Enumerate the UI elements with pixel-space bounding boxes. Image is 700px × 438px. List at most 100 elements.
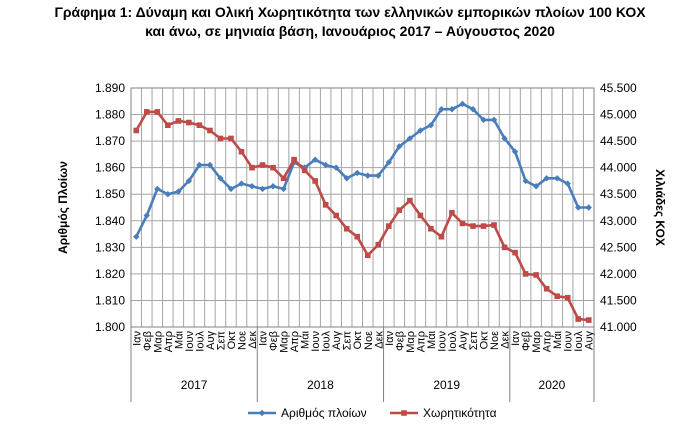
data-point-marker [511,148,519,155]
x-tick-label-month: Νοε [363,331,375,350]
data-point-marker [196,161,203,169]
data-point-marker [280,175,287,182]
data-point-marker [553,175,561,182]
data-point-marker [322,202,329,208]
x-tick-label-month: Νοε [489,331,501,350]
x-tick-label-month: Αυγ [584,331,596,350]
data-point-marker [269,183,277,190]
x-tick-label-month: Μαρ [531,331,543,353]
y2-tick-label: 43.000 [600,214,637,228]
x-tick-label-month: Αυγ [205,331,217,350]
data-point-marker [522,271,529,277]
data-point-marker [585,204,592,211]
x-tick-label-month: Μάι [552,330,564,349]
data-point-marker [301,167,308,174]
y2-tick-label: 44.000 [600,161,637,175]
x-tick-label-month: Σεπ [468,331,480,351]
chart-title-line-1: Γράφημα 1: Δύναμη και Ολική Χωρητικότητα… [54,4,646,20]
x-tick-label-year: 2017 [181,378,208,392]
data-point-marker [364,252,371,259]
data-point-marker [385,159,393,166]
data-point-marker [354,169,361,177]
x-tick-label-month: Μάι [173,330,185,349]
y-tick-label: 1.830 [95,240,125,254]
data-point-marker [238,148,245,155]
data-point-marker [417,127,424,134]
data-point-marker [228,135,234,142]
data-point-marker [554,293,560,299]
data-point-marker [291,156,297,163]
x-tick-label-year: 2020 [539,378,566,392]
x-tick-label-month: Απρ [289,331,301,352]
x-tick-label-month: Ιουν [436,331,448,352]
data-point-marker [238,180,245,187]
x-tick-label-month: Ιαν [131,331,143,346]
data-point-marker [449,210,455,216]
y-tick-label: 1.800 [95,320,125,334]
data-point-marker [322,161,329,169]
x-tick-label-month: Αυγ [331,331,343,350]
data-point-marker [332,164,340,171]
data-point-marker [491,222,497,228]
y-tick-label: 1.810 [95,293,125,307]
data-point-marker [543,285,550,292]
y2-axis-title: Χιλιάδες ΚΟΧ [653,169,667,246]
x-tick-label-month: Σεπ [215,331,227,351]
data-point-marker [375,241,382,248]
x-tick-label-month: Δεκ [247,331,259,349]
data-point-marker [333,212,339,219]
data-point-marker [165,122,171,128]
x-tick-label-year: 2018 [307,378,334,392]
x-tick-label-month: Δεκ [373,331,385,349]
data-point-marker [375,172,382,179]
data-point-marker [396,207,403,213]
legend-label-1: Αριθμός πλοίων [281,406,367,420]
x-tick-label-month: Δεκ [500,331,512,349]
x-tick-label-month: Νοε [236,331,248,350]
data-point-marker [312,178,318,184]
y-tick-label: 1.880 [95,108,125,122]
x-tick-label-month: Ιουν [310,331,322,352]
data-point-marker [270,164,276,171]
x-tick-label-month: Ιουν [184,331,196,352]
data-point-marker [480,223,487,229]
data-point-marker [428,225,434,232]
chart-title: Γράφημα 1: Δύναμη και Ολική Χωρητικότητα… [0,3,700,41]
data-point-marker [438,106,445,113]
plot-area-frame [130,87,595,328]
data-point-marker [459,220,466,227]
data-point-marker [469,106,477,113]
data-point-marker [249,164,255,171]
y-tick-label: 1.820 [95,267,125,281]
data-point-marker [501,244,508,251]
data-point-marker [175,188,182,195]
y2-tick-label: 41.000 [600,320,637,334]
legend-marker [258,409,266,417]
data-point-marker [512,249,518,256]
data-point-marker [575,316,582,322]
data-point-marker [196,122,203,128]
data-point-marker [417,212,424,219]
data-point-marker [396,143,403,150]
x-tick-label-month: Μάι [426,330,438,349]
data-point-marker [448,106,456,113]
data-point-marker [217,175,224,182]
data-point-marker [470,223,476,229]
y2-tick-label: 45.000 [600,108,637,122]
x-tick-label-year: 2019 [433,378,460,392]
data-point-marker [154,109,161,115]
series-line-1 [135,102,589,238]
y-tick-label: 1.850 [95,187,125,201]
x-tick-label-month: Φεβ [268,331,280,351]
data-point-marker [133,233,140,240]
x-tick-label-month: Σεπ [342,331,354,351]
data-point-marker [207,127,213,134]
data-point-marker [280,185,287,193]
data-point-marker [259,185,266,193]
data-point-marker [206,161,214,169]
x-tick-label-month: Οκτ [479,330,491,349]
x-tick-label-month: Μαρ [405,331,417,353]
y2-tick-label: 41.500 [600,293,637,307]
y2-tick-label: 44.500 [600,134,637,148]
data-point-marker [407,197,413,204]
